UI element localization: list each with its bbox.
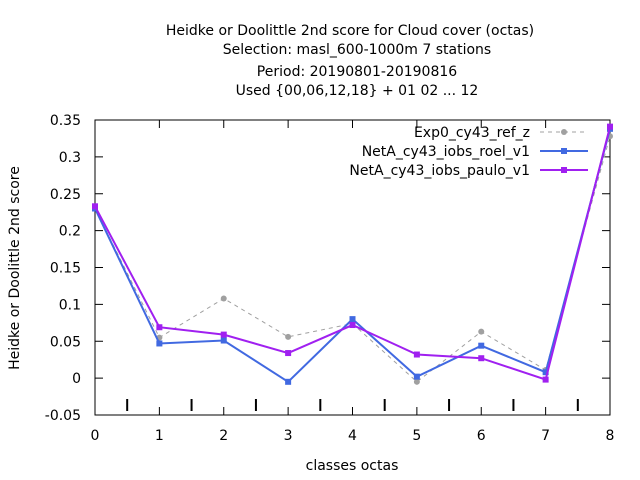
x-tick-label: 6: [477, 428, 486, 444]
legend-marker: [561, 167, 567, 173]
data-point: [220, 331, 227, 338]
y-tick-label: 0.05: [50, 334, 81, 350]
legend-marker: [561, 129, 567, 135]
data-point: [285, 350, 292, 357]
y-tick-label: 0: [72, 371, 81, 387]
x-tick-label: 4: [348, 428, 357, 444]
data-point: [478, 328, 485, 335]
legend-label: NetA_cy43_iobs_roel_v1: [362, 144, 530, 160]
series-3: [92, 123, 613, 383]
data-point: [156, 340, 163, 347]
x-tick-label: 3: [284, 428, 293, 444]
data-point: [542, 369, 549, 376]
x-tick-label: 7: [541, 428, 550, 444]
y-tick-label: 0.35: [50, 113, 81, 129]
data-point: [220, 337, 227, 344]
legend-marker: [561, 148, 567, 154]
x-tick-label: 5: [412, 428, 421, 444]
axis-ticks: -0.05 0 0.05 0.1 0.15 0.2 0.25 0.3 0.35 0 1 2 3 4 5 6 7 8: [45, 113, 615, 444]
data-point: [413, 373, 420, 380]
x-tick-label: 0: [91, 428, 100, 444]
y-axis-label: Heidke or Doolittle 2nd score: [7, 166, 23, 370]
y-tick-label: 0.25: [50, 187, 81, 203]
data-point: [285, 333, 292, 340]
data-point: [285, 378, 292, 385]
y-tick-label: -0.05: [45, 408, 81, 424]
y-tick-label: 0.3: [59, 150, 81, 166]
legend-label: NetA_cy43_iobs_paulo_v1: [349, 163, 530, 179]
chart-title: Heidke or Doolittle 2nd score for Cloud …: [166, 23, 534, 39]
chart-subtitle-used: Used {00,06,12,18} + 01 02 ... 12: [236, 83, 479, 99]
data-point: [478, 342, 485, 349]
data-point: [349, 316, 356, 323]
x-axis-label: classes octas: [306, 458, 399, 474]
x-tick-label: 8: [606, 428, 615, 444]
data-point: [156, 324, 163, 331]
data-point: [478, 355, 485, 362]
data-point: [607, 123, 613, 130]
x-tick-label: 2: [219, 428, 228, 444]
data-point: [413, 351, 420, 358]
x-tick-label: 1: [155, 428, 164, 444]
data-point: [413, 378, 420, 385]
legend-label: Exp0_cy43_ref_z: [414, 125, 530, 141]
chart-subtitle-period: Period: 20190801-20190816: [257, 64, 457, 80]
y-tick-label: 0.15: [50, 261, 81, 277]
y-tick-label: 0.2: [59, 224, 81, 240]
chart-subtitle-selection: Selection: masl_600-1000m 7 stations: [223, 42, 491, 58]
data-point: [220, 295, 227, 302]
legend: Exp0_cy43_ref_z NetA_cy43_iobs_roel_v1 Net…: [349, 125, 588, 179]
data-point: [349, 322, 356, 329]
series-layer: [92, 123, 613, 385]
y-tick-label: 0.1: [59, 297, 81, 313]
data-point: [92, 203, 98, 210]
data-point: [542, 376, 549, 383]
